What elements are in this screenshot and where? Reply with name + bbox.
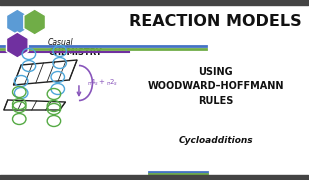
Text: REACTION MODELS: REACTION MODELS — [129, 14, 302, 29]
Text: CHEMISTRY: CHEMISTRY — [48, 48, 102, 57]
Text: USING
WOODWARD–HOFFMANN
RULES: USING WOODWARD–HOFFMANN RULES — [148, 67, 284, 106]
Text: $_\pi4_s + _\pi2_s$: $_\pi4_s + _\pi2_s$ — [87, 78, 118, 88]
Polygon shape — [24, 9, 45, 35]
Polygon shape — [6, 9, 28, 35]
Polygon shape — [6, 32, 28, 58]
Text: Cycloadditions: Cycloadditions — [178, 136, 253, 145]
Text: Casual: Casual — [48, 37, 74, 46]
